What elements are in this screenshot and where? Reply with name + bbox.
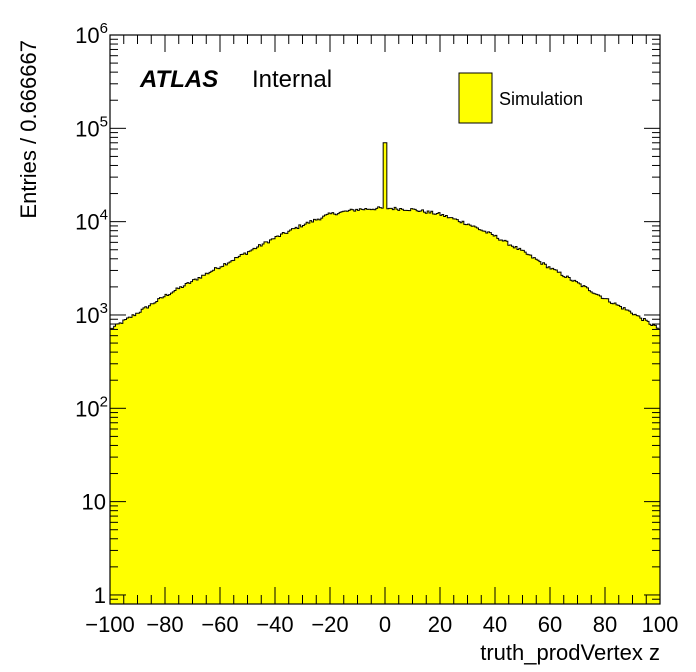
x-tick-label: −80 xyxy=(146,612,183,637)
legend-swatch-simulation xyxy=(458,72,493,124)
y-tick-label: 10 xyxy=(82,490,106,515)
x-tick-label: 40 xyxy=(483,612,507,637)
x-tick-label: 20 xyxy=(428,612,452,637)
x-tick-label: 0 xyxy=(379,612,391,637)
internal-label: Internal xyxy=(252,66,332,93)
histogram-layer xyxy=(109,142,661,605)
y-tick-label: 102 xyxy=(75,393,108,421)
y-tick-label: 104 xyxy=(75,207,108,235)
x-tick-label: 100 xyxy=(642,612,679,637)
x-tick-label: −100 xyxy=(85,612,135,637)
x-tick-label: −60 xyxy=(201,612,238,637)
atlas-label: ATLAS xyxy=(139,66,218,93)
histogram-series-simulation xyxy=(109,142,661,605)
x-tick-label: −40 xyxy=(256,612,293,637)
x-tick-label: 80 xyxy=(593,612,617,637)
x-axis-title: truth_prodVertex z xyxy=(480,640,660,665)
x-tick-label: 60 xyxy=(538,612,562,637)
legend-label-simulation: Simulation xyxy=(499,89,583,109)
y-tick-label: 103 xyxy=(75,300,108,328)
y-tick-label: 1 xyxy=(94,583,106,608)
x-tick-label: −20 xyxy=(311,612,348,637)
tick-layer xyxy=(109,34,661,605)
tick-label-layer: −100 −80 −60 −40 −20 0 20 40 60 80 100 1 10 102 103 104… xyxy=(75,20,678,637)
plot-frame xyxy=(109,34,661,605)
y-tick-label: 105 xyxy=(75,113,108,141)
y-tick-label: 106 xyxy=(75,20,108,48)
y-axis-title: Entries / 0.666667 xyxy=(16,40,41,219)
